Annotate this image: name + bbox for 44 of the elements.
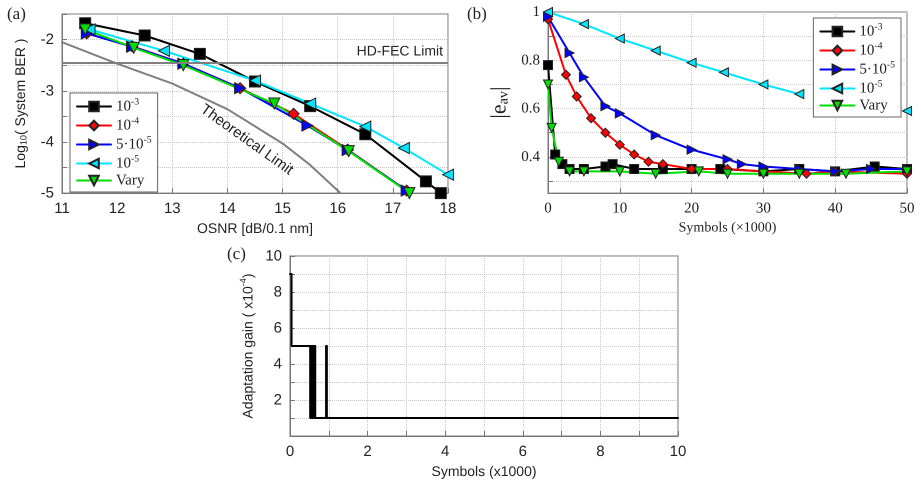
y-tick-label: 0.8 [521, 52, 540, 68]
x-tick-label: 18 [440, 200, 456, 218]
x-tick-label: 8 [596, 443, 605, 460]
x-tick-label: 30 [756, 200, 771, 217]
y-tick-label: 2 [274, 392, 282, 408]
x-tick-label: 50 [900, 200, 914, 217]
y-axis-title: Log10( System BER ) [12, 38, 28, 169]
x-tick-label: 11 [54, 200, 70, 218]
y-tick-label: 1 [532, 4, 540, 20]
y-tick-label: -5 [40, 184, 54, 202]
y-tick-label: 8 [274, 284, 282, 300]
y-tick-label: 6 [274, 320, 282, 336]
chart-title: (b) [467, 4, 487, 23]
ref-line-label: HD-FEC Limit [356, 42, 444, 59]
x-tick-label: 12 [108, 200, 126, 218]
chart-title: (c) [227, 244, 246, 263]
y-tick-label: 4 [274, 356, 282, 372]
x-tick-label: 0 [544, 200, 552, 217]
x-tick-label: 17 [384, 200, 402, 218]
legend-label: Vary [859, 98, 888, 114]
y-tick-label: 0.4 [521, 148, 540, 165]
y-tick-label: -3 [40, 82, 54, 100]
x-tick-label: 16 [329, 200, 346, 218]
x-tick-label: 40 [828, 200, 843, 217]
x-axis-title: Symbols (x1000) [431, 462, 537, 479]
y-axis-title: |eav| [485, 86, 512, 119]
legend-label: Vary [116, 172, 145, 188]
y-tick-label: 0.6 [521, 100, 540, 117]
x-axis-title: OSNR [dB/0.1 nm] [197, 220, 313, 236]
y-tick-label: -2 [40, 31, 54, 48]
x-tick-label: 4 [441, 443, 450, 460]
x-tick-label: 10 [612, 200, 628, 217]
x-axis-title: Symbols (×1000) [678, 220, 777, 236]
x-tick-label: 13 [164, 200, 181, 218]
x-tick-label: 14 [219, 200, 236, 218]
x-tick-label: 2 [363, 443, 372, 460]
x-tick-label: 15 [274, 200, 291, 218]
x-tick-label: 0 [286, 443, 294, 460]
x-tick-label: 10 [670, 443, 686, 460]
chart-title: (a) [7, 4, 26, 23]
y-tick-label: -4 [40, 133, 54, 150]
y-tick-label: 10 [265, 248, 282, 264]
y-axis-title: Adaptation gain ( x10-4) [238, 273, 256, 419]
x-tick-label: 20 [684, 200, 700, 217]
